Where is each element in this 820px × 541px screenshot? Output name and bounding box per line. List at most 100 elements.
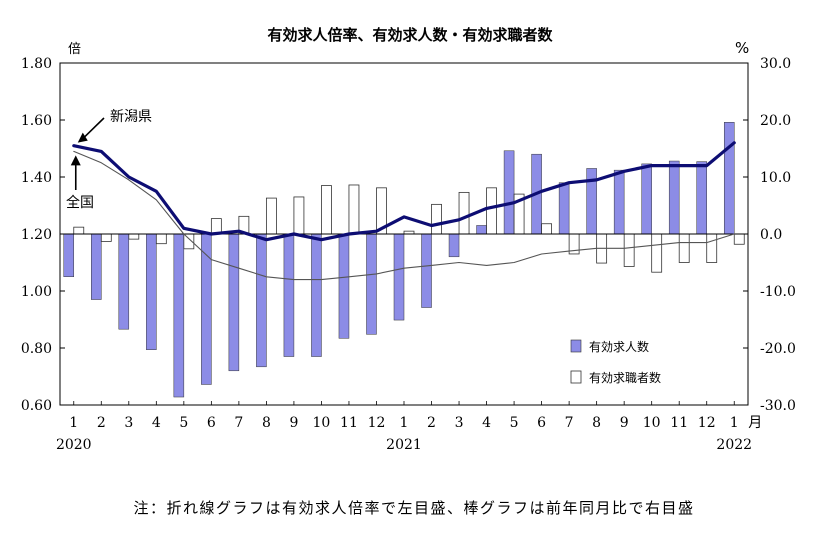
line-national xyxy=(73,150,735,281)
right-axis-tick-label: -10.0 xyxy=(760,284,796,300)
x-axis-month-label: 2 xyxy=(97,415,106,431)
bar-job-offers xyxy=(91,233,102,300)
x-axis-month-label: 9 xyxy=(289,415,298,431)
left-axis-unit: 倍 xyxy=(68,42,81,57)
x-axis-month-label: 8 xyxy=(592,415,601,431)
right-axis-tick-label: -30.0 xyxy=(760,398,796,414)
bar-job-seekers xyxy=(458,191,470,235)
left-axis-tick-label: 0.80 xyxy=(21,341,52,357)
bar-job-seekers xyxy=(651,233,663,273)
bar-job-offers xyxy=(476,225,487,235)
arrow-niigata-shaft xyxy=(81,117,105,141)
x-axis-month-label: 3 xyxy=(124,415,133,431)
right-axis-tick-label: 10.0 xyxy=(760,170,791,186)
bar-job-offers xyxy=(421,233,432,308)
bar-job-offers xyxy=(586,168,597,235)
x-axis-month-label: 1 xyxy=(730,415,739,431)
left-axis-tick-label: 1.60 xyxy=(21,113,52,129)
bar-job-seekers xyxy=(431,203,442,235)
x-axis-year-label: 2020 xyxy=(56,437,92,453)
bar-job-seekers xyxy=(486,187,497,235)
bar-job-seekers xyxy=(73,226,85,235)
bar-job-seekers xyxy=(321,185,332,235)
left-axis-tick-label: 0.60 xyxy=(21,398,52,414)
x-axis-month-label: 12 xyxy=(368,415,386,431)
bar-job-seekers xyxy=(733,233,745,245)
annotation-niigata: 新潟県 xyxy=(110,109,152,125)
left-axis-tick-label: 1.20 xyxy=(21,227,52,243)
right-axis-tick-label: 30.0 xyxy=(760,56,791,72)
bar-job-offers xyxy=(201,233,212,385)
arrow-national-head xyxy=(70,155,81,166)
right-axis-tick-label: 20.0 xyxy=(760,113,791,129)
legend-swatch-job-offers xyxy=(570,339,582,353)
bar-job-offers xyxy=(256,233,267,368)
x-axis-unit: 月 xyxy=(748,415,762,431)
x-axis-month-label: 7 xyxy=(565,415,574,431)
bar-job-offers xyxy=(503,150,515,235)
x-axis-month-label: 11 xyxy=(340,415,358,431)
x-axis-month-label: 9 xyxy=(620,415,629,431)
bar-job-seekers xyxy=(265,197,277,235)
x-axis-month-label: 4 xyxy=(152,415,161,431)
left-axis-tick-label: 1.80 xyxy=(21,56,52,72)
x-axis-year-label: 2021 xyxy=(386,437,422,453)
bar-job-offers xyxy=(118,233,130,330)
bar-job-seekers xyxy=(623,233,635,267)
legend-label-job-offers: 有効求人数 xyxy=(589,339,649,354)
chart-title: 有効求人倍率、有効求人数・有効求職者数 xyxy=(267,26,553,44)
right-axis-unit: % xyxy=(735,39,749,57)
bar-job-seekers xyxy=(155,233,167,245)
bar-job-seekers xyxy=(678,233,690,263)
x-axis-month-label: 5 xyxy=(179,415,188,431)
annotation-national: 全国 xyxy=(66,194,94,211)
x-axis-month-label: 5 xyxy=(510,415,519,431)
legend-label-job-seekers: 有効求職者数 xyxy=(589,370,661,385)
bar-job-seekers xyxy=(348,184,360,235)
bar-job-offers xyxy=(63,233,75,277)
bar-job-offers xyxy=(558,182,570,235)
bar-job-offers xyxy=(641,163,652,235)
x-axis-month-label: 10 xyxy=(313,415,331,431)
bar-job-offers xyxy=(696,161,707,235)
bar-job-offers xyxy=(723,122,735,235)
x-axis-month-label: 8 xyxy=(262,415,271,431)
bar-job-offers xyxy=(668,160,680,235)
bar-job-seekers xyxy=(541,223,552,235)
arrow-niigata-head xyxy=(77,132,88,143)
x-axis-month-label: 1 xyxy=(400,415,409,431)
bar-job-seekers xyxy=(293,196,305,235)
bar-job-seekers xyxy=(100,233,112,242)
x-axis-month-label: 6 xyxy=(537,415,546,431)
left-axis-tick-label: 1.40 xyxy=(21,170,52,186)
bar-job-offers xyxy=(228,233,240,372)
right-axis-tick-label: 0.0 xyxy=(760,227,782,243)
bar-job-offers xyxy=(613,169,625,235)
x-axis-month-label: 4 xyxy=(482,415,491,431)
bar-job-offers xyxy=(448,233,460,258)
x-axis-month-label: 12 xyxy=(698,415,716,431)
x-axis-month-label: 1 xyxy=(69,415,78,431)
line-niigata xyxy=(72,141,736,242)
x-axis-month-label: 10 xyxy=(643,415,661,431)
bar-job-offers xyxy=(366,233,377,335)
x-axis-month-label: 6 xyxy=(207,415,216,431)
x-axis-month-label: 2 xyxy=(427,415,436,431)
bar-job-offers xyxy=(393,233,405,321)
bar-job-offers xyxy=(146,233,157,350)
x-axis-year-label: 2022 xyxy=(716,437,752,453)
bar-job-offers xyxy=(338,233,350,339)
legend: 有効求人数 有効求職者数 xyxy=(570,339,661,385)
x-axis-month-label: 7 xyxy=(234,415,243,431)
bar-job-offers xyxy=(311,233,322,357)
bar-job-offers xyxy=(283,233,295,357)
x-axis-month-label: 3 xyxy=(455,415,464,431)
x-axis-month-label: 11 xyxy=(670,415,688,431)
legend-swatch-job-seekers xyxy=(570,370,582,384)
left-axis-tick-label: 1.00 xyxy=(21,284,52,300)
bar-job-offers xyxy=(173,233,185,398)
bar-job-seekers xyxy=(128,233,140,240)
footnote: 注：折れ線グラフは有効求人倍率で左目盛、棒グラフは前年同月比で右目盛 xyxy=(133,499,694,517)
bar-job-seekers xyxy=(706,233,718,263)
